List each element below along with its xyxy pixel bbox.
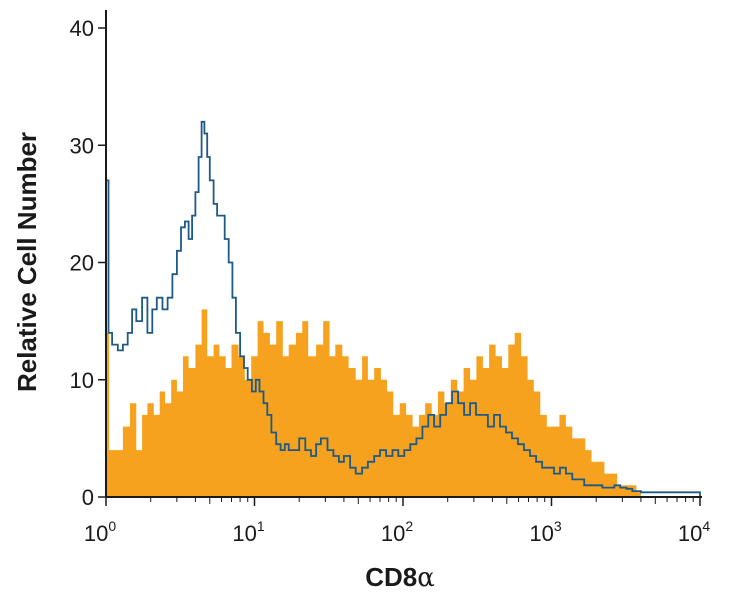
x-tick-label: 103 — [529, 518, 561, 546]
outline-histogram — [105, 120, 701, 497]
ticks-layer: 0 10 20 30 40 100 101 102 103 104 — [70, 16, 711, 546]
x-axis-title-symbol: α — [417, 563, 435, 593]
y-tick-label: 40 — [70, 16, 94, 41]
x-axis-title-main: CD8 — [365, 562, 417, 592]
x-tick-label: 100 — [84, 518, 116, 546]
plot-area: 0 10 20 30 40 100 101 102 103 104 — [70, 10, 711, 546]
y-tick-label: 0 — [82, 485, 94, 510]
x-axis-title: CD8α — [365, 562, 435, 593]
y-tick-label: 10 — [70, 368, 94, 393]
series-layer — [105, 120, 701, 497]
axes-layer — [105, 10, 702, 498]
y-axis-title: Relative Cell Number — [12, 132, 42, 392]
y-tick-label: 30 — [70, 133, 94, 158]
y-tick-label: 20 — [70, 251, 94, 276]
x-tick-label: 102 — [381, 518, 413, 546]
x-tick-label: 104 — [678, 518, 710, 546]
x-tick-label: 101 — [232, 518, 264, 546]
